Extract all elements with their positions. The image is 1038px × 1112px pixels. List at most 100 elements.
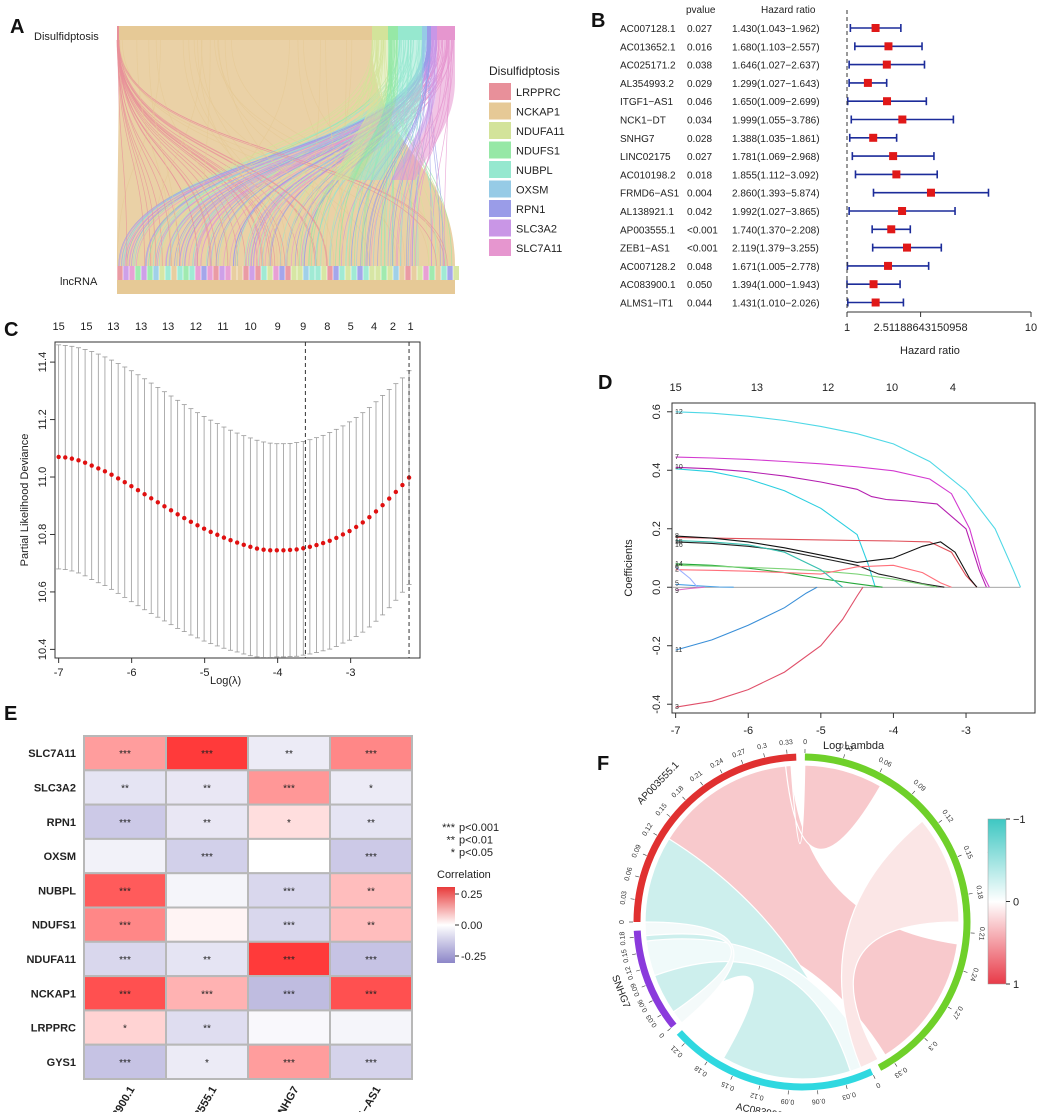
chord-tick-label: 0.15 <box>621 948 630 963</box>
cv-point <box>175 512 180 517</box>
cv-top-count: 15 <box>53 321 65 333</box>
sankey-bottom-node <box>189 266 195 280</box>
chord-ribbon-ap003555-zeb1 <box>644 764 959 1056</box>
sankey-bottom-node <box>237 266 243 280</box>
sankey-bottom-node <box>153 266 159 280</box>
sankey-bottom-node <box>417 266 423 280</box>
chord-tick <box>700 781 703 786</box>
chord-tick <box>873 1075 876 1079</box>
panel-label-f: F <box>597 753 609 775</box>
sankey-bottom-node <box>327 266 333 280</box>
cv-point <box>241 542 246 548</box>
sankey-panel: Disulfidptosis lncRNA Disulfidptosis LRP… <box>34 26 565 294</box>
sankey-bottom-node <box>135 266 141 280</box>
cv-point <box>56 454 61 460</box>
sankey-bottom-node <box>285 266 291 280</box>
sankey-bottom-node <box>303 266 309 280</box>
cv-point <box>135 488 141 493</box>
cv-top-count: 13 <box>135 321 147 333</box>
heatmap-star: *** <box>119 818 131 829</box>
sankey-bottom-node <box>351 266 357 280</box>
sankey-bottom-node <box>423 266 429 280</box>
chord-tick <box>641 985 646 988</box>
chord-tick-label: 0.15 <box>962 845 974 860</box>
heatmap-star: ** <box>367 886 375 897</box>
heatmap-star: *** <box>365 749 377 760</box>
sankey-bottom-node <box>267 266 273 280</box>
coef-x-label: Log Lambda <box>823 740 885 752</box>
sankey-link <box>231 39 441 267</box>
sankey-link <box>325 39 344 267</box>
coef-line-3 <box>675 586 864 708</box>
cv-point <box>162 504 167 509</box>
chord-sector-3 <box>633 930 677 1029</box>
forest-pvalue: 0.029 <box>687 79 712 90</box>
heatmap-star: * <box>123 1024 127 1035</box>
sankey-link <box>193 39 335 267</box>
chord-tick <box>681 1043 685 1047</box>
chord-tick <box>879 768 883 773</box>
forest-pvalue: 0.004 <box>687 189 712 200</box>
forest-point <box>869 280 878 289</box>
cv-point <box>373 509 379 514</box>
sig-legend-text: p<0.01 <box>459 835 493 847</box>
chord-tick <box>632 953 637 955</box>
coef-top-count: 4 <box>950 382 956 394</box>
legend-swatch-ndufs1 <box>489 141 511 159</box>
cv-point <box>82 460 88 465</box>
cv-point <box>334 535 339 541</box>
cv-point <box>96 466 101 471</box>
cv-top-count: 13 <box>162 321 174 333</box>
coef-line-label: 16 <box>675 542 683 549</box>
heatmap-star: *** <box>365 955 377 966</box>
forest-hr-text: 1.992(1.027−3.865) <box>732 207 820 218</box>
heatmap-cell <box>247 1043 331 1080</box>
legend-swatch-slc3a2 <box>489 219 511 237</box>
cv-axes: -7 -6 -5 -4 -310.410.610.811.011.211.415 15 13… <box>37 321 414 679</box>
heatmap-star: ** <box>203 818 211 829</box>
sankey-link <box>216 39 290 267</box>
forest-hr-text: 1.430(1.043−1.962) <box>732 24 820 35</box>
sankey-bottom-node <box>159 266 165 280</box>
heatmap-star: *** <box>283 1058 295 1069</box>
sankey-bottom-node <box>171 266 177 280</box>
forest-gene-label: AC013652.1 <box>620 42 676 53</box>
sankey-link <box>118 39 317 267</box>
sankey-link <box>297 39 354 267</box>
sankey-top-label: Disulfidptosis <box>34 31 99 43</box>
heatmap-cells: *** *** ** ***** ** *** **** ** * ***** ****** *** *… <box>83 735 413 1080</box>
chord-tick-label: 0.09 <box>780 1097 794 1105</box>
forest-hr-text: 1.650(1.009−2.699) <box>732 97 820 108</box>
coef-line-13 <box>675 468 876 588</box>
chord-tick <box>938 820 943 823</box>
chord-tick-label: 0.24 <box>968 967 979 982</box>
heatmap-row-label: LRPPRC <box>31 1023 76 1035</box>
sankey-bottom-node <box>375 266 381 280</box>
heatmap-star: *** <box>119 886 131 897</box>
sankey-bottom-node <box>195 266 201 280</box>
coef-line-label: 3 <box>675 704 679 711</box>
chord-tick <box>636 969 641 972</box>
sankey-top-node-lrpprc <box>117 26 119 40</box>
sankey-band-slc3a2 <box>391 40 437 180</box>
forest-hr-text: 1.388(1.035−1.861) <box>732 134 820 145</box>
chord-tick-label: 0.12 <box>940 809 954 824</box>
panel-label-e: E <box>4 703 17 725</box>
panel-label-c: C <box>4 319 18 341</box>
heatmap-star: *** <box>119 955 131 966</box>
chord-tick-label: 0.18 <box>693 1064 708 1078</box>
chord-tick-label: 0 <box>875 1081 882 1089</box>
chord-tick <box>648 1000 653 1003</box>
heatmap-colorbar <box>437 887 455 963</box>
sankey-bottom-node <box>117 266 123 280</box>
sankey-link <box>117 39 229 267</box>
cv-point <box>208 529 213 535</box>
sankey-top-node-ndufa11 <box>372 26 388 40</box>
cv-points <box>56 454 412 553</box>
forest-point <box>869 133 878 142</box>
heatmap-cell <box>165 1009 249 1046</box>
chord-sector-2 <box>676 1030 874 1091</box>
cv-top-count: 1 <box>407 321 413 333</box>
forest-gene-label: AC007128.2 <box>620 262 676 273</box>
